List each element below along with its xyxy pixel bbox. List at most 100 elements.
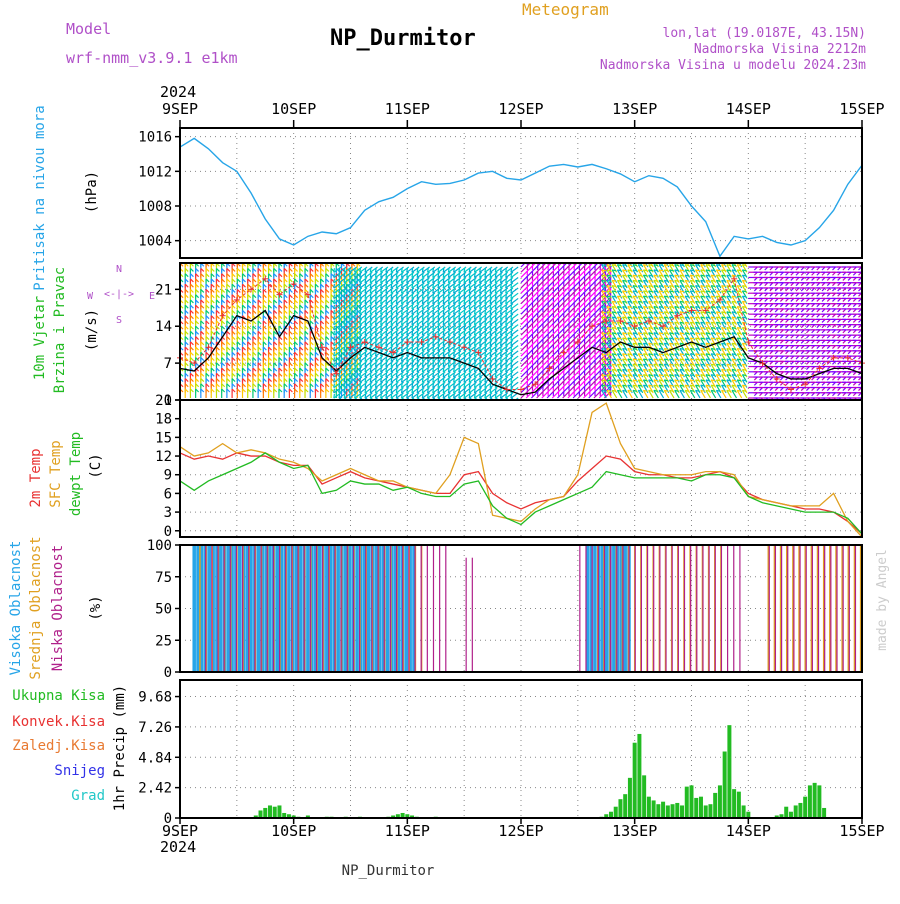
- wind-arrow-head: [412, 305, 413, 309]
- wind-arrow-head: [349, 378, 350, 382]
- wind-arrow-head: [501, 389, 502, 393]
- wind-arrow-head: [490, 279, 491, 283]
- wind-arrow-head: [511, 305, 512, 309]
- wind-arrow-head: [355, 315, 356, 319]
- wind-arrow-head: [422, 289, 423, 293]
- wind-arrow-head: [485, 315, 486, 319]
- wind-arrow-head: [469, 331, 470, 335]
- wind-arrow-head: [349, 279, 350, 283]
- wind-arrow-head: [448, 378, 449, 382]
- wind-arrow-head: [344, 305, 345, 309]
- wind-arrow-head: [391, 342, 392, 346]
- wind-arrow-head: [381, 284, 382, 288]
- wind-arrow-head: [381, 305, 382, 309]
- wind-arrow-head: [443, 273, 444, 277]
- wind-arrow-head: [422, 284, 423, 288]
- wind-arrow-head: [501, 315, 502, 319]
- wind-arrow-head: [376, 315, 377, 319]
- wind-arrow-head: [485, 342, 486, 346]
- temp-ylabel-dewpt: dewpt Temp: [68, 432, 84, 516]
- wind-arrow-head: [454, 310, 455, 314]
- wind-arrow-head: [370, 389, 371, 393]
- wind-arrow-head: [391, 331, 392, 335]
- wind-arrow-head: [334, 284, 335, 288]
- wind-arrow-head: [433, 273, 434, 277]
- y-tick-label: 4.84: [138, 750, 172, 766]
- y-tick-label: 18: [155, 412, 172, 428]
- wind-arrow-head: [381, 342, 382, 346]
- wind-arrow-head: [365, 389, 366, 393]
- wind-arrow-head: [448, 336, 449, 340]
- wind-arrow-head: [370, 352, 371, 356]
- wind-arrow-head: [344, 389, 345, 393]
- wind-arrow-head: [443, 284, 444, 288]
- wind-arrow-head: [417, 373, 418, 377]
- wind-arrow-head: [490, 394, 491, 398]
- wind-arrow-head: [339, 279, 340, 283]
- wind-arrow-head: [501, 268, 502, 272]
- y-tick-label: 12: [155, 449, 172, 465]
- compass-arrows: <-|->: [104, 289, 134, 300]
- wind-arrow-head: [480, 305, 481, 309]
- wind-arrow-head: [433, 347, 434, 351]
- wind-arrow-head: [349, 363, 350, 367]
- wind-arrow-head: [344, 273, 345, 277]
- legend-hail: Grad: [71, 788, 105, 804]
- wind-arrow-head: [349, 342, 350, 346]
- wind-arrow-head: [334, 289, 335, 293]
- wind-arrow-head: [376, 378, 377, 382]
- wind-arrow-head: [495, 326, 496, 330]
- wind-arrow-head: [501, 326, 502, 330]
- wind-arrow-head: [443, 294, 444, 298]
- wind-arrow-head: [360, 294, 361, 298]
- pressure-unit: (hPa): [84, 171, 100, 213]
- wind-arrow-head: [355, 300, 356, 304]
- wind-arrow-head: [459, 331, 460, 335]
- temp-ylabels: 2m Temp SFC Temp dewpt Temp (C): [28, 432, 104, 516]
- wind-arrow-head: [396, 279, 397, 283]
- wind-arrow-head: [495, 373, 496, 377]
- wind-arrow-head: [407, 279, 408, 283]
- wind-arrow-head: [428, 383, 429, 387]
- wind-arrow-head: [339, 310, 340, 314]
- wind-arrow-head: [433, 321, 434, 325]
- wind-arrow-head: [391, 268, 392, 272]
- wind-arrow-head: [376, 352, 377, 356]
- wind-arrow-head: [448, 284, 449, 288]
- wind-arrow-head: [376, 336, 377, 340]
- wind-arrow-head: [459, 294, 460, 298]
- wind-arrow-head: [360, 357, 361, 361]
- wind-arrow-head: [617, 259, 621, 260]
- wind-arrow-head: [407, 394, 408, 398]
- wind-arrow-head: [485, 357, 486, 361]
- wind-arrow-head: [448, 289, 449, 293]
- wind-arrow-head: [443, 373, 444, 377]
- wind-arrow-head: [355, 279, 356, 283]
- wind-arrow-head: [370, 273, 371, 277]
- wind-arrow-head: [417, 294, 418, 298]
- wind-arrow-head: [339, 273, 340, 277]
- wind-arrow-head: [501, 357, 502, 361]
- wind-arrow-head: [370, 383, 371, 387]
- y-tick-label: 100: [147, 538, 172, 554]
- wind-arrow-head: [448, 394, 449, 398]
- wind-arrow-head: [402, 363, 403, 367]
- wind-arrow-head: [433, 383, 434, 387]
- wind-arrow-head: [506, 305, 507, 309]
- wind-arrow-head: [396, 310, 397, 314]
- wind-arrow-head: [490, 310, 491, 314]
- wind-arrow-head: [349, 389, 350, 393]
- wind-arrow-head: [485, 300, 486, 304]
- wind-arrow-head: [334, 342, 335, 346]
- wind-arrow-head: [506, 347, 507, 351]
- wind-arrow-head: [422, 378, 423, 382]
- wind-arrow-head: [339, 305, 340, 309]
- wind-arrow-head: [454, 373, 455, 377]
- wind-arrow-head: [355, 373, 356, 377]
- wind-arrow-head: [391, 363, 392, 367]
- wind-arrow-head: [407, 383, 408, 387]
- wind-arrow-head: [433, 363, 434, 367]
- wind-arrow-head: [506, 357, 507, 361]
- wind-arrow-head: [469, 284, 470, 288]
- wind-arrow-head: [443, 342, 444, 346]
